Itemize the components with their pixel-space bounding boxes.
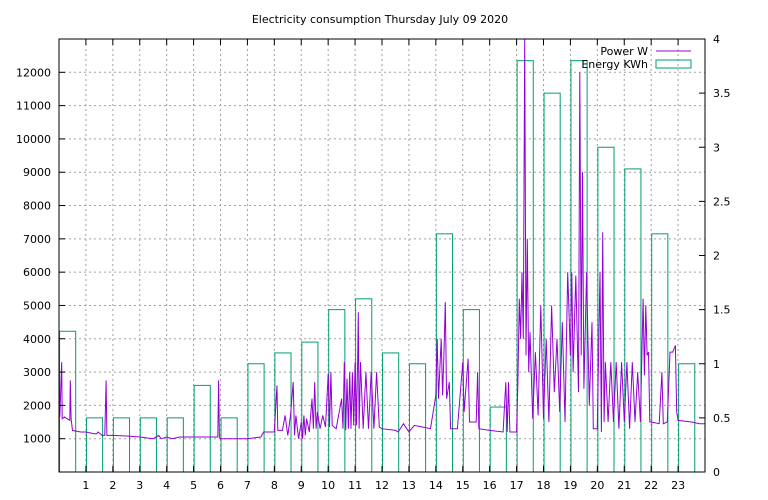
chart-title: Electricity consumption Thursday July 09… [252,13,508,26]
y-right-tick-label: 1.5 [713,304,731,317]
x-tick-label: 9 [298,479,305,492]
x-tick-label: 20 [590,479,604,492]
legend-energy-swatch [655,59,692,69]
energy-bar [112,417,131,473]
axes: 1 2 3 4 5 6 7 8 9 10 11 12 13 14 15 16 17 18 19 20 21 22 23100… [16,33,731,492]
x-tick-label: 8 [271,479,278,492]
y-left-tick-label: 10000 [16,133,51,146]
x-tick-label: 21 [617,479,631,492]
x-tick-label: 23 [671,479,685,492]
x-tick-label: 11 [348,479,362,492]
energy-bar [166,417,184,473]
legend: Power W Energy KWh [581,45,692,71]
y-left-tick-label: 1000 [23,433,51,446]
y-left-tick-label: 8000 [23,200,51,213]
x-tick-label: 18 [537,479,551,492]
energy-bar [85,417,104,473]
y-left-tick-label: 4000 [23,333,51,346]
y-right-tick-label: 4 [713,33,720,46]
y-right-tick-label: 1 [713,358,720,371]
energy-bar [543,92,561,473]
energy-bar [139,417,157,473]
x-tick-label: 16 [483,479,497,492]
x-tick-label: 3 [136,479,143,492]
y-right-tick-label: 2.5 [713,195,731,208]
y-right-tick-label: 0 [713,466,720,479]
x-tick-label: 19 [563,479,577,492]
y-left-tick-label: 11000 [16,100,51,113]
y-right-tick-label: 3.5 [713,87,731,100]
x-tick-label: 4 [163,479,170,492]
energy-bar [247,363,265,473]
energy-bar [220,417,238,473]
x-tick-label: 6 [217,479,224,492]
grid [59,39,705,472]
energy-bar [193,384,211,473]
y-left-tick-label: 6000 [23,266,51,279]
power-line [58,38,705,440]
y-left-tick-label: 2000 [23,399,51,412]
x-tick-label: 22 [644,479,658,492]
y-left-tick-label: 3000 [23,366,51,379]
energy-bar [678,363,696,473]
x-tick-label: 10 [321,479,335,492]
legend-energy-label: Energy KWh [581,58,648,71]
y-left-tick-label: 7000 [23,233,51,246]
y-right-tick-label: 2 [713,250,720,263]
y-left-tick-label: 12000 [16,66,51,79]
x-tick-label: 5 [190,479,197,492]
x-tick-label: 2 [109,479,116,492]
energy-bar [382,352,400,473]
y-left-tick-label: 5000 [23,299,51,312]
y-right-tick-label: 3 [713,141,720,154]
energy-bar [408,363,427,473]
energy-bars [59,60,696,473]
x-tick-label: 7 [244,479,251,492]
x-tick-label: 1 [82,479,89,492]
y-left-tick-label: 9000 [23,166,51,179]
energy-bar [624,168,642,473]
x-tick-label: 13 [402,479,416,492]
x-tick-label: 12 [375,479,389,492]
y-right-tick-label: 0.5 [713,412,731,425]
x-tick-label: 17 [510,479,524,492]
x-tick-label: 15 [456,479,470,492]
energy-bar [651,233,669,473]
x-tick-label: 14 [429,479,443,492]
legend-power-label: Power W [600,45,648,58]
